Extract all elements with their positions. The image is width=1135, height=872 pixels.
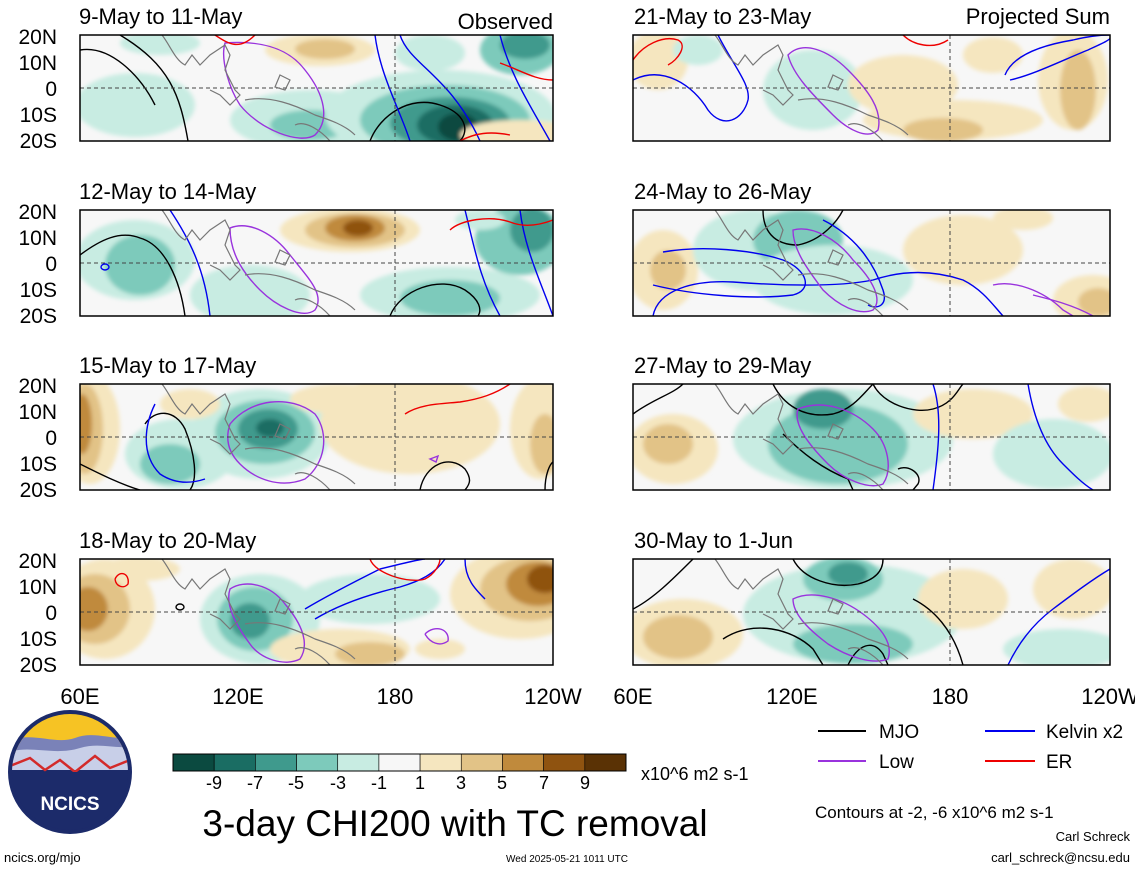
contours-note: Contours at -2, -6 x10^6 m2 s-1 [815, 803, 1054, 822]
colorbar-cell [172, 753, 215, 772]
lat-label: 10N [18, 227, 57, 250]
colorbar-cell [337, 753, 380, 772]
lon-label: 120E [766, 684, 817, 709]
lat-label: 0 [45, 78, 57, 101]
footer-timestamp: Wed 2025-05-21 1011 UTC [506, 854, 628, 865]
colorbar-tick-label: -9 [206, 773, 222, 793]
colorbar-tick-label: -3 [330, 773, 346, 793]
legend-label-kelvin: Kelvin x2 [1046, 722, 1123, 743]
panel-date-left-3: 15-May to 17-May [79, 353, 256, 378]
colorbar-tick-label: 3 [456, 773, 466, 793]
panel-date-left-1: 9-May to 11-May [79, 4, 242, 29]
lon-label: 120E [212, 684, 263, 709]
colorbar-cell [460, 753, 503, 772]
lat-label: 20N [18, 375, 57, 398]
legend-label-mjo: MJO [879, 722, 919, 743]
lat-axis-panel-1: 20N 10N 0 10S 20S [18, 26, 57, 153]
lon-label: 180 [377, 684, 414, 709]
lat-label: 20N [18, 550, 57, 573]
map-panel-left-4 [79, 558, 554, 666]
colorbar-tick-label: 1 [415, 773, 425, 793]
coastline [714, 34, 909, 142]
map-panel-right-3 [632, 383, 1111, 491]
colorbar: -9 -7 -5 -3 -1 1 3 5 7 9 x10^6 m2 s-1 [172, 753, 749, 793]
colorbar-cell [543, 753, 586, 772]
colorbar-tick-label: 9 [580, 773, 590, 793]
lon-axis-left: 60E 120E 180 120W [60, 684, 582, 709]
footer-email[interactable]: carl_schreck@ncsu.edu [991, 850, 1130, 865]
map-panel-right-1 [632, 34, 1111, 142]
coastline [714, 209, 909, 317]
colorbar-cell [378, 753, 421, 772]
lat-label: 20S [20, 654, 57, 677]
map-panel-left-1 [79, 34, 554, 142]
lat-label: 10S [20, 453, 57, 476]
projected-label: Projected Sum [966, 4, 1110, 29]
lat-label: 0 [45, 427, 57, 450]
lat-axis-panel-2: 20N 10N 0 10S 20S [18, 201, 57, 328]
lat-label: 20S [20, 305, 57, 328]
lat-label: 0 [45, 253, 57, 276]
panel-date-left-4: 18-May to 20-May [79, 528, 256, 553]
colorbar-cell [213, 753, 256, 772]
coastline [161, 383, 356, 491]
lat-label: 10S [20, 628, 57, 651]
footer-url[interactable]: ncics.org/mjo [4, 850, 81, 865]
lat-label: 20N [18, 26, 57, 49]
colorbar-tick-label: -1 [371, 773, 387, 793]
lat-label: 20S [20, 130, 57, 153]
panel-date-right-2: 24-May to 26-May [634, 179, 811, 204]
lat-label: 20N [18, 201, 57, 224]
map-panel-right-2 [632, 209, 1111, 317]
panel-date-right-4: 30-May to 1-Jun [634, 528, 793, 553]
colorbar-cell [584, 753, 627, 772]
legend-label-low: Low [879, 752, 914, 773]
lon-label: 120W [524, 684, 582, 709]
colorbar-cell [255, 753, 297, 772]
lat-label: 10S [20, 104, 57, 127]
colorbar-tick-label: -5 [288, 773, 304, 793]
lat-label: 10N [18, 52, 57, 75]
lat-axis-panel-3: 20N 10N 0 10S 20S [18, 375, 57, 502]
lat-label: 10S [20, 279, 57, 302]
map-panel-left-2 [79, 209, 554, 317]
panel-date-right-1: 21-May to 23-May [634, 4, 811, 29]
lon-label: 180 [932, 684, 969, 709]
colorbar-tick-label: -7 [247, 773, 263, 793]
colorbar-cell [419, 753, 462, 772]
ncics-logo: NCICS [8, 710, 132, 834]
colorbar-units: x10^6 m2 s-1 [641, 764, 749, 784]
lon-axis-right: 60E 120E 180 120W [613, 684, 1135, 709]
lat-label: 10N [18, 401, 57, 424]
lat-axis-panel-4: 20N 10N 0 10S 20S [18, 550, 57, 677]
colorbar-tick-label: 7 [539, 773, 549, 793]
coastline [161, 558, 356, 666]
colorbar-tick-label: 5 [497, 773, 507, 793]
lat-label: 20S [20, 479, 57, 502]
colorbar-cell [502, 753, 544, 772]
lat-label: 0 [45, 602, 57, 625]
observed-label: Observed [458, 9, 553, 34]
footer-author: Carl Schreck [1056, 829, 1131, 844]
lon-label: 60E [613, 684, 652, 709]
map-panel-right-4 [632, 558, 1111, 666]
logo-text: NCICS [40, 794, 99, 815]
map-panel-left-3 [79, 383, 554, 491]
coastline [714, 383, 909, 491]
colorbar-cells [172, 753, 627, 772]
panel-date-left-2: 12-May to 14-May [79, 179, 256, 204]
figure-title: 3-day CHI200 with TC removal [202, 803, 707, 844]
panel-date-right-3: 27-May to 29-May [634, 353, 811, 378]
legend-label-er: ER [1046, 752, 1072, 773]
coastline [161, 209, 356, 317]
lat-label: 10N [18, 576, 57, 599]
lon-label: 60E [60, 684, 99, 709]
coastline [714, 558, 909, 666]
colorbar-cell [296, 753, 339, 772]
lon-label: 120W [1081, 684, 1135, 709]
legend: MJO Kelvin x2 Low ER Contours at -2, -6 … [815, 722, 1123, 822]
coastline [161, 34, 356, 142]
